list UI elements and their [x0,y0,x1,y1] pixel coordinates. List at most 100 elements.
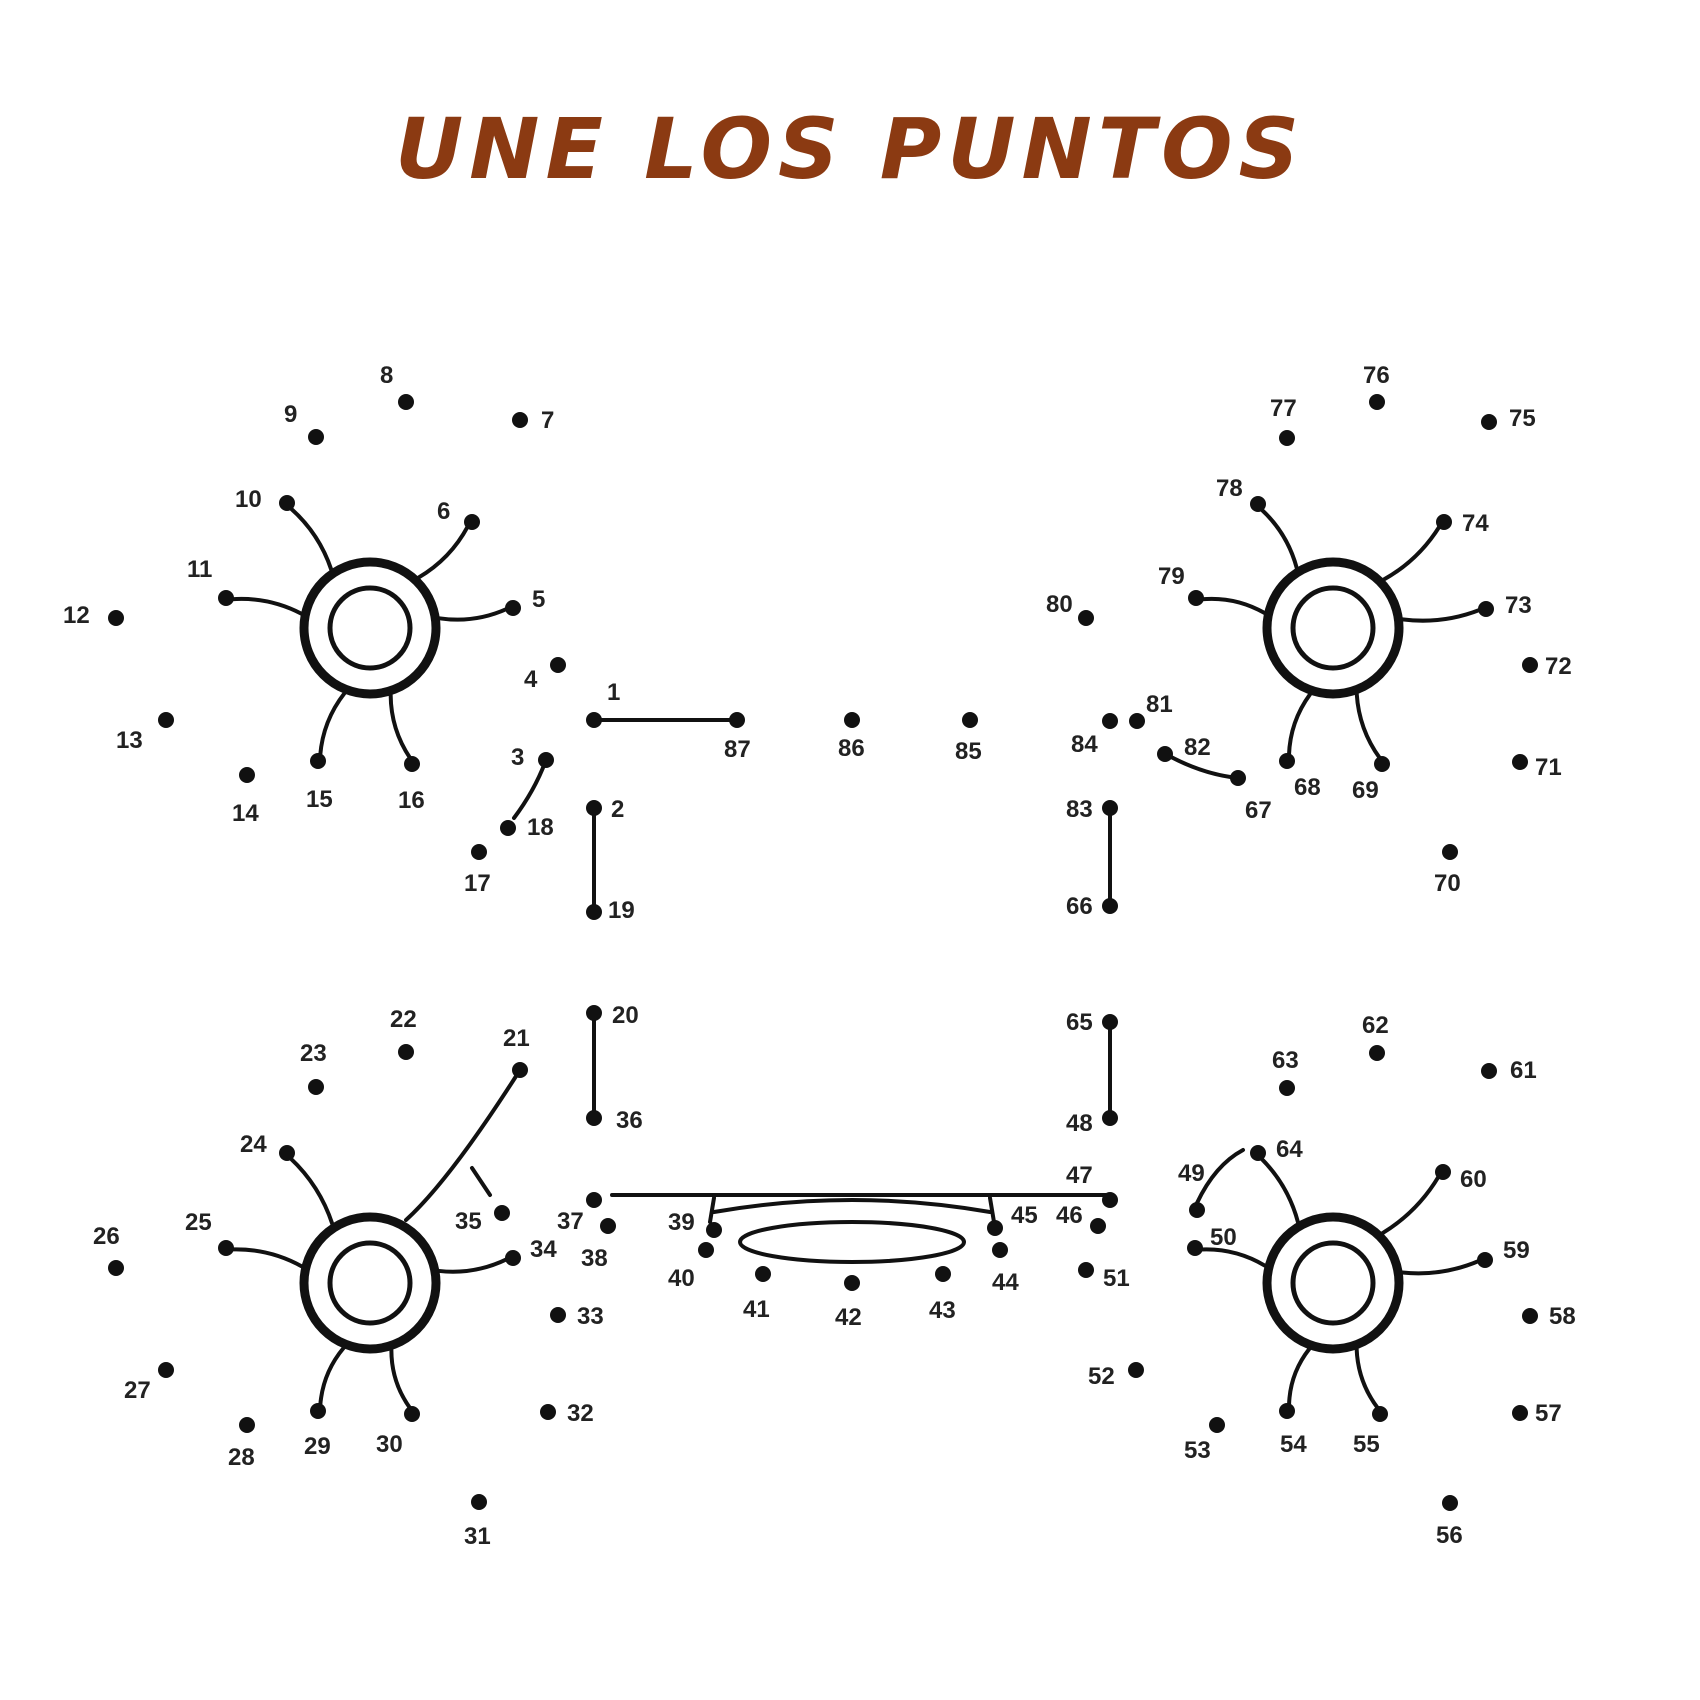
dot[interactable] [239,1417,255,1433]
dot[interactable] [987,1220,1003,1236]
dot-group[interactable]: 61 [1481,1057,1537,1084]
dot[interactable] [1279,1403,1295,1419]
dot[interactable] [1435,1164,1451,1180]
dot[interactable] [1478,601,1494,617]
dot-group[interactable]: 55 [1353,1406,1388,1458]
dot-group[interactable]: 51 [1078,1262,1130,1292]
dot-group[interactable]: 27 [124,1362,174,1404]
dot[interactable] [1090,1218,1106,1234]
dot[interactable] [308,1079,324,1095]
dot[interactable] [586,1110,602,1126]
dot-group[interactable]: 41 [743,1266,771,1323]
dot[interactable] [1512,1405,1528,1421]
dot-group[interactable]: 33 [550,1303,604,1330]
dot[interactable] [1279,1080,1295,1096]
dot[interactable] [586,1192,602,1208]
dot[interactable] [398,394,414,410]
dot[interactable] [279,495,295,511]
dot-group[interactable]: 52 [1088,1362,1144,1390]
dot-group[interactable]: 12 [63,602,124,629]
dot-group[interactable]: 40 [668,1242,714,1292]
dot-group[interactable]: 36 [586,1107,643,1134]
dot-group[interactable]: 70 [1434,844,1461,897]
dot[interactable] [218,1240,234,1256]
dot[interactable] [1250,1145,1266,1161]
dot[interactable] [218,590,234,606]
dot-group[interactable]: 77 [1270,395,1297,446]
dot[interactable] [398,1044,414,1060]
dot[interactable] [1369,394,1385,410]
dot[interactable] [512,1062,528,1078]
dot[interactable] [404,1406,420,1422]
dot-group[interactable]: 54 [1279,1403,1307,1458]
dot[interactable] [755,1266,771,1282]
dot[interactable] [158,712,174,728]
dot-group[interactable]: 62 [1362,1012,1389,1061]
dot-group[interactable]: 65 [1066,1009,1118,1036]
dot[interactable] [494,1205,510,1221]
dot[interactable] [1230,770,1246,786]
dot[interactable] [1522,1308,1538,1324]
dot[interactable] [1102,800,1118,816]
dot-group[interactable]: 53 [1184,1417,1225,1464]
dot-group[interactable]: 18 [500,814,554,841]
dot[interactable] [404,756,420,772]
dot[interactable] [1129,713,1145,729]
dot[interactable] [1436,514,1452,530]
dot-group[interactable]: 11 [187,556,234,606]
dot-group[interactable]: 7 [512,407,554,434]
dot[interactable] [586,1005,602,1021]
dot[interactable] [1481,414,1497,430]
dot-group[interactable]: 48 [1066,1110,1118,1137]
dot-group[interactable]: 3 [511,744,554,771]
dot[interactable] [512,412,528,428]
dot[interactable] [308,429,324,445]
dot-group[interactable]: 80 [1046,591,1094,626]
dot[interactable] [500,820,516,836]
dot-group[interactable]: 76 [1363,362,1390,410]
dot[interactable] [239,767,255,783]
dot[interactable] [1279,430,1295,446]
dot[interactable] [844,1275,860,1291]
dot[interactable] [935,1266,951,1282]
dot[interactable] [1102,713,1118,729]
dot[interactable] [586,904,602,920]
dot-group[interactable]: 81 [1129,691,1173,729]
dot[interactable] [279,1145,295,1161]
dot-group[interactable]: 57 [1512,1400,1562,1427]
dot-group[interactable]: 50 [1187,1224,1237,1256]
dot[interactable] [540,1404,556,1420]
dot[interactable] [844,712,860,728]
dot-group[interactable]: 66 [1066,893,1118,920]
dot-group[interactable]: 44 [992,1242,1019,1296]
dot[interactable] [600,1218,616,1234]
dot[interactable] [706,1222,722,1238]
dot-group[interactable]: 82 [1157,734,1211,762]
dot-group[interactable]: 16 [398,756,425,814]
dot-group[interactable]: 79 [1158,563,1204,606]
dot[interactable] [1188,590,1204,606]
dot-group[interactable]: 24 [240,1131,295,1161]
dot-group[interactable]: 63 [1272,1047,1299,1096]
dot-group[interactable]: 22 [390,1006,417,1060]
dot[interactable] [1102,1014,1118,1030]
dot-group[interactable]: 23 [300,1040,327,1095]
dot-group[interactable]: 43 [929,1266,956,1324]
dot[interactable] [1442,1495,1458,1511]
dot[interactable] [471,844,487,860]
dot-group[interactable]: 86 [838,712,865,762]
dot[interactable] [1189,1202,1205,1218]
dot-group[interactable]: 59 [1477,1237,1530,1268]
dot-group[interactable]: 14 [232,767,259,827]
dot[interactable] [471,1494,487,1510]
dot-group[interactable]: 15 [306,753,333,813]
dot-group[interactable]: 60 [1435,1164,1487,1193]
dot-group[interactable]: 20 [586,1002,639,1029]
dot[interactable] [1128,1362,1144,1378]
dot-group[interactable]: 73 [1478,592,1532,619]
dot-group[interactable]: 1 [586,679,620,728]
dot-group[interactable]: 45 [987,1202,1038,1236]
dot-group[interactable]: 85 [955,712,982,765]
dot-group[interactable]: 49 [1178,1160,1205,1218]
dot[interactable] [729,712,745,728]
